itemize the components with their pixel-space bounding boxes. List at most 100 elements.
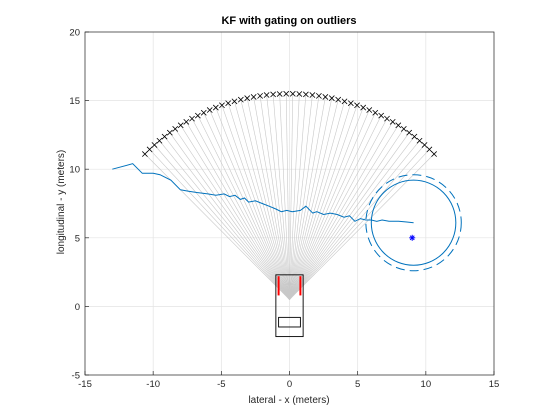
boundary-marker [366,107,373,113]
sensor-ray [191,118,290,300]
sensor-ray [209,109,290,300]
y-tick-label: 10 [69,165,80,176]
sensor-ray [159,140,290,300]
sensor-ray [289,107,364,300]
sensor-ray [180,125,290,300]
boundary-marker [151,142,158,148]
sensor-ray [174,128,290,300]
sensor-ray [289,96,326,300]
estimate-layer [409,234,416,241]
sensor-ray [164,136,290,300]
sensor-ray [289,149,430,300]
sensor-ray [169,132,290,300]
boundary-marker [372,109,379,116]
boundary-marker [322,94,329,100]
boundary-marker [384,115,390,122]
sensor-ray [289,99,339,300]
estimate-marker [409,234,416,241]
grid-layer [84,31,495,376]
sensor-ray [215,107,290,300]
sensor-ray [279,93,290,300]
boundary-marker [237,96,244,103]
x-tick-label: -10 [146,379,160,390]
boundary-marker [289,90,296,97]
boundary-marker [263,92,270,98]
boundary-marker [231,98,238,105]
boundary-marker [283,90,290,97]
sensor-ray [197,115,290,300]
gating-ellipse-dashed [365,174,462,272]
x-tick-label: 10 [421,379,432,390]
boundary-marker [360,104,367,111]
boundary-marker [378,112,385,119]
sensor-ray [266,95,290,300]
sensor-ray [253,96,290,300]
boundary-marker [142,151,148,157]
boundary-marker [400,126,407,132]
sensor-ray [289,144,425,300]
x-tick-label: -15 [78,379,92,390]
sensor-ray [234,101,290,300]
boundary-marker [276,91,283,97]
boundary-marker [161,133,168,140]
y-tick-label: -5 [72,371,80,382]
boundary-marker [416,137,423,144]
sensor-ray [227,103,290,300]
boundary-marker [421,142,428,148]
boundary-marker [156,137,163,144]
boundary-marker [200,109,207,116]
y-axis-label: longitudinal - y (meters) [56,150,67,254]
boundary-marker [257,92,263,99]
sensor-ray [289,93,300,300]
gating-ellipses [365,174,462,272]
y-tick-label: 15 [69,96,80,107]
x-tick-labels: -15 -10 -5 0 5 10 15 [78,371,499,390]
boundary-marker [395,122,402,129]
sensor-ray [289,95,320,300]
boundary-marker [302,91,309,98]
boundary-marker [354,102,360,109]
sensor-ray [240,99,290,300]
boundary-marker [296,91,303,97]
vehicle-body [275,274,304,338]
boundary-marker [347,100,354,107]
sensor-ray [289,125,399,300]
sensor-ray [144,153,290,300]
y-tick-label: 0 [75,302,80,313]
boundary-marker [328,95,335,102]
sensor-ray [289,94,307,300]
boundary-marker [146,146,153,153]
boundary-marker [406,129,413,136]
vehicle [275,274,304,338]
x-axis-label: lateral - x (meters) [248,395,329,406]
sensor-ray [259,95,290,300]
y-tick-label: 20 [69,28,80,39]
sensor-ray [272,94,290,300]
sensor-ray [289,105,358,300]
boundary-marker [335,96,342,103]
boundary-marker [426,146,433,153]
boundary-marker [219,102,225,109]
x-tick-label: 5 [355,379,360,390]
boundary-marker [341,98,348,105]
boundary-marker [166,129,173,136]
boundary-marker [212,104,219,111]
vehicle-window [278,316,301,328]
boundary-marker [431,151,437,157]
range-boundary [142,90,437,157]
boundary-marker [316,92,322,99]
sensor-ray [186,121,290,300]
sensor-ray [221,105,290,300]
boundary-marker [183,118,190,125]
sensor-ray [289,101,345,300]
sensor-ray [154,144,290,300]
sensor-ray [289,109,370,300]
sensor-ray [289,118,388,300]
boundary-marker [194,112,201,119]
boundary-marker [225,100,232,107]
sensor-ray [289,112,376,300]
sensor-ray [289,103,352,300]
boundary-marker [244,95,251,102]
sensor-ray [289,128,405,300]
